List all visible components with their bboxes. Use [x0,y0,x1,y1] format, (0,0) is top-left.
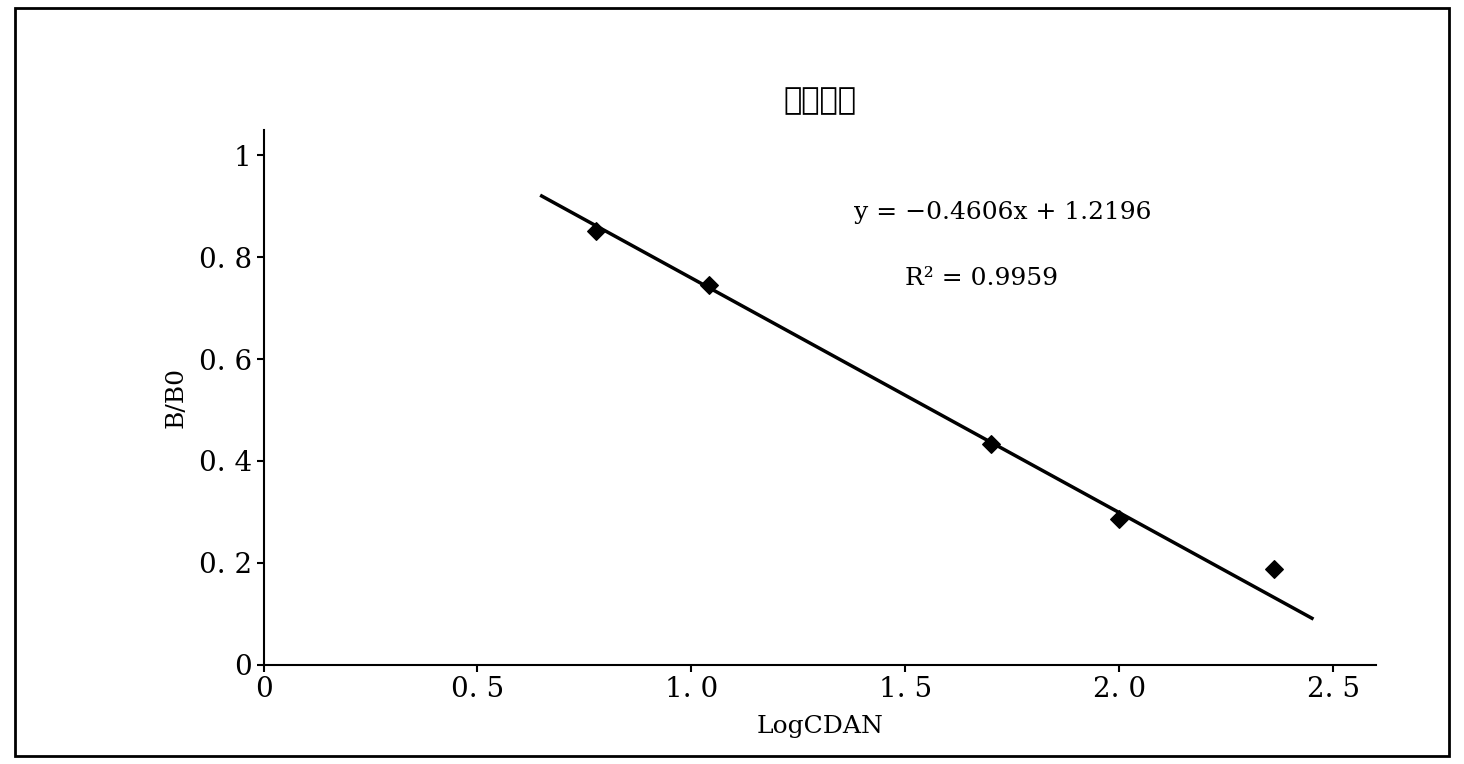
Title: 标准曲线: 标准曲线 [783,86,856,115]
Text: R² = 0.9959: R² = 0.9959 [905,267,1058,290]
Text: y = −0.4606x + 1.2196: y = −0.4606x + 1.2196 [854,201,1152,224]
Point [1262,563,1285,575]
X-axis label: LogCDAN: LogCDAN [757,714,883,737]
Point [979,438,1003,450]
Point [697,279,720,291]
Point [584,225,608,238]
Y-axis label: B/B0: B/B0 [164,367,187,428]
Point [1108,513,1132,525]
